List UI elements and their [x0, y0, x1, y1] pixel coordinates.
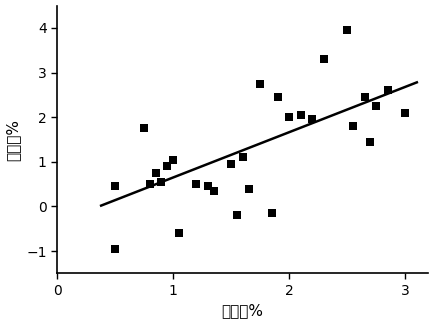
- X-axis label: 测量値%: 测量値%: [222, 304, 264, 318]
- Point: [141, 126, 148, 131]
- Point: [158, 179, 165, 185]
- Point: [367, 139, 374, 144]
- Point: [204, 184, 211, 189]
- Point: [152, 170, 159, 176]
- Point: [164, 164, 171, 169]
- Point: [245, 186, 252, 191]
- Point: [321, 57, 328, 62]
- Point: [193, 181, 200, 187]
- Point: [309, 117, 316, 122]
- Point: [112, 184, 118, 189]
- Point: [373, 103, 380, 109]
- Point: [233, 213, 240, 218]
- Point: [297, 112, 304, 118]
- Point: [402, 110, 409, 115]
- Point: [286, 115, 293, 120]
- Point: [112, 246, 118, 251]
- Point: [274, 95, 281, 100]
- Point: [361, 95, 368, 100]
- Point: [170, 157, 177, 162]
- Point: [210, 188, 217, 193]
- Point: [256, 81, 263, 86]
- Point: [228, 161, 235, 167]
- Point: [175, 231, 182, 236]
- Y-axis label: 预测値%: 预测値%: [6, 119, 20, 160]
- Point: [268, 211, 275, 216]
- Point: [349, 123, 356, 129]
- Point: [344, 28, 351, 33]
- Point: [385, 88, 391, 93]
- Point: [146, 181, 153, 187]
- Point: [239, 155, 246, 160]
